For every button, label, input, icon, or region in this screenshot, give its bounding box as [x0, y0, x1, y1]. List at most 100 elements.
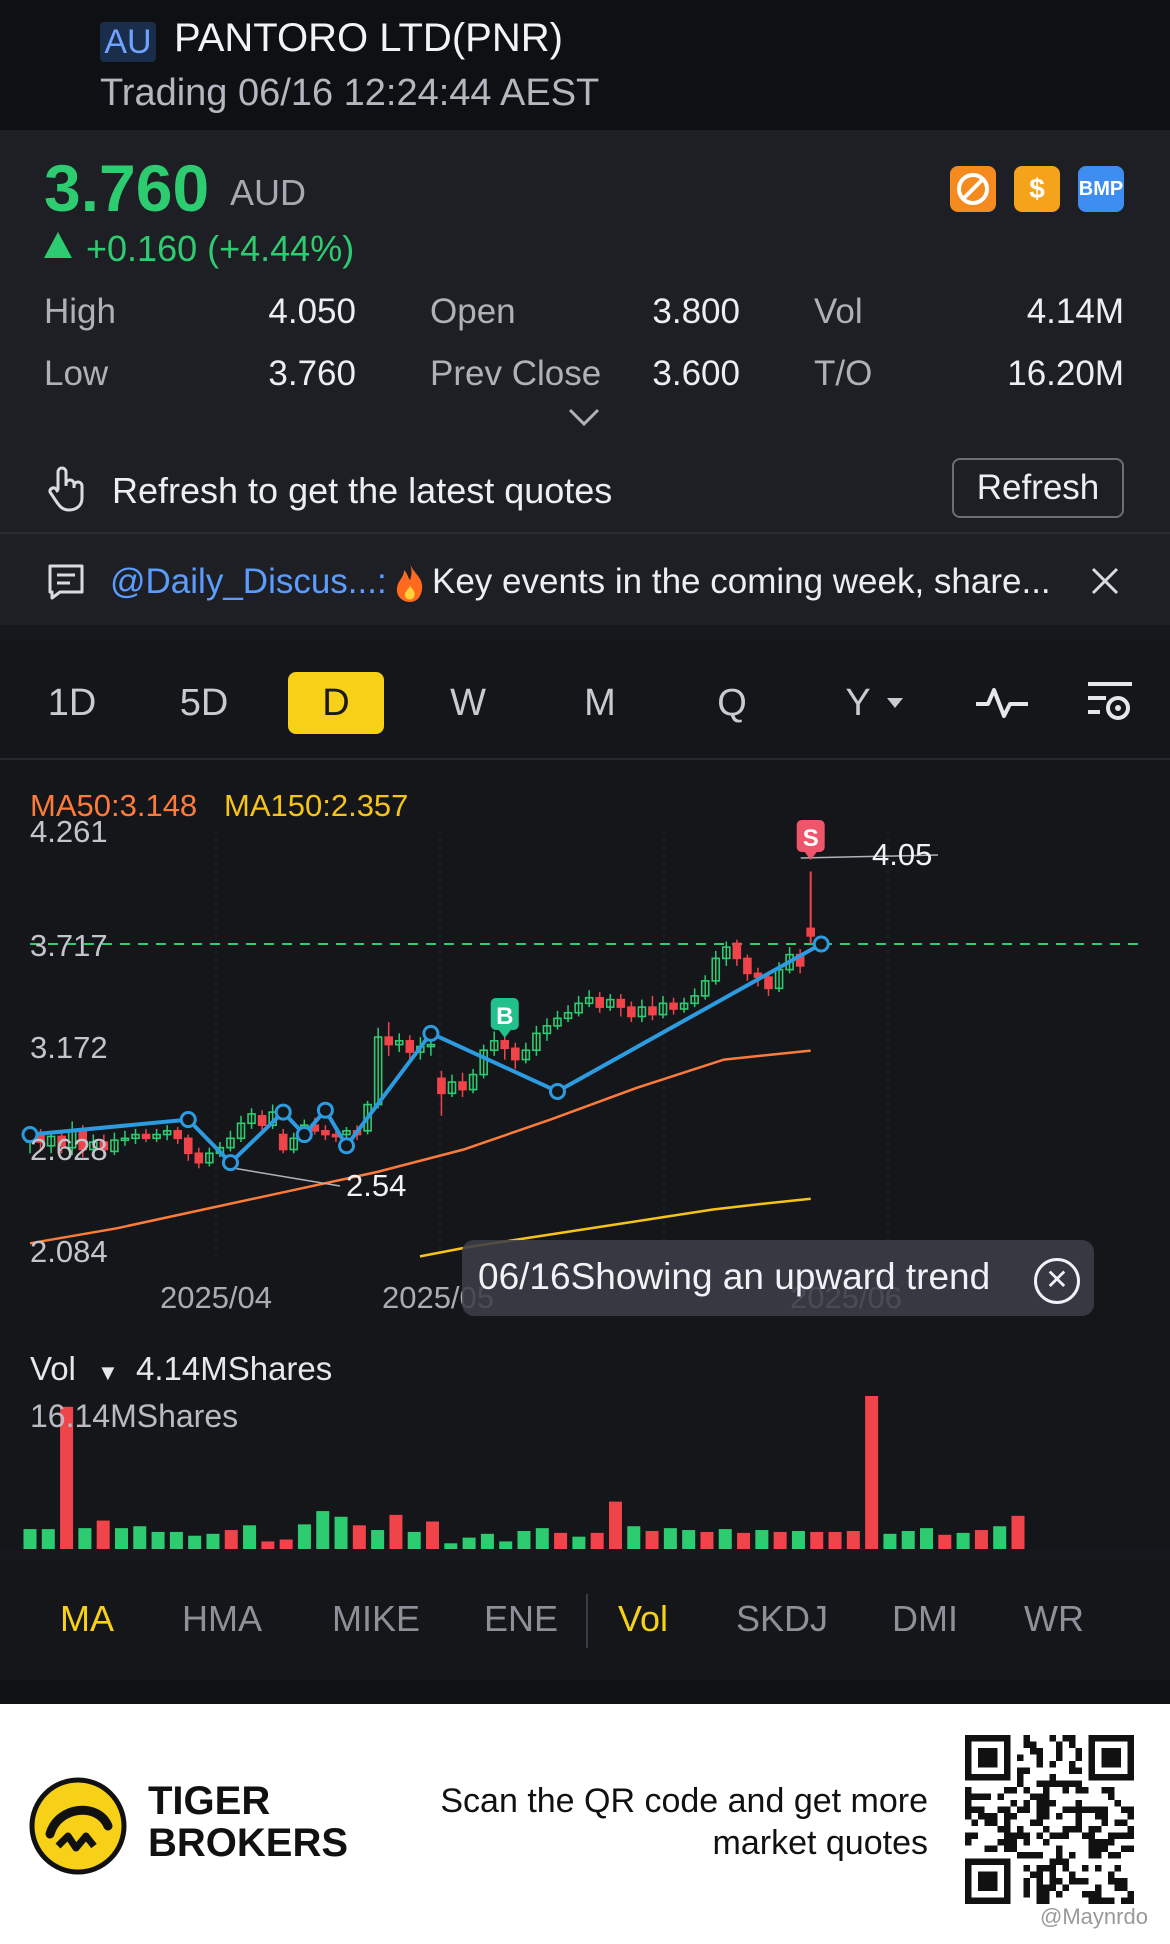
tab-5d[interactable]: 5D	[179, 682, 229, 724]
candle[interactable]	[468, 1068, 478, 1094]
candle[interactable]	[553, 1010, 562, 1030]
candle[interactable]	[236, 1115, 246, 1143]
candle[interactable]	[542, 1018, 552, 1041]
candle[interactable]	[658, 995, 668, 1019]
buy-marker[interactable]: B	[490, 998, 519, 1038]
indicator-tab-mike[interactable]: MIKE	[332, 1598, 421, 1639]
candle[interactable]	[510, 1042, 520, 1069]
currency-label: AUD	[230, 172, 307, 213]
candle[interactable]	[194, 1147, 204, 1169]
discussion-mention-link[interactable]: @Daily_Discus...:	[110, 562, 387, 601]
candle[interactable]	[373, 1027, 383, 1109]
indicator-line-icon[interactable]	[974, 680, 1030, 729]
indicator-tab-vol[interactable]: Vol	[618, 1598, 669, 1639]
candle[interactable]	[700, 975, 710, 1000]
candle[interactable]	[384, 1022, 394, 1056]
candle[interactable]	[584, 990, 594, 1008]
indicator-tab-ene[interactable]: ENE	[484, 1598, 559, 1639]
tab-1d[interactable]: 1D	[47, 682, 97, 724]
candle[interactable]	[205, 1147, 214, 1167]
bmp-tag-icon[interactable]: BMP	[1078, 166, 1124, 212]
volume-bar	[791, 1530, 805, 1549]
discussion-text[interactable]: Key events in the coming week, share...	[432, 562, 1051, 601]
indicator-tab-hma[interactable]: HMA	[182, 1598, 262, 1639]
volume-panel[interactable]	[0, 1330, 1170, 1550]
volume-header[interactable]: Vol ▼ 4.14MShares	[30, 1350, 332, 1388]
indicator-tab-wr[interactable]: WR	[1024, 1598, 1084, 1639]
candle[interactable]	[437, 1070, 446, 1116]
tab-m[interactable]: M	[584, 682, 616, 724]
candle[interactable]	[690, 988, 699, 1008]
ma50-label: MA50:3.148	[30, 788, 197, 823]
candle[interactable]	[89, 1134, 98, 1154]
indicator-tab-dmi[interactable]: DMI	[892, 1598, 958, 1639]
candle[interactable]	[131, 1128, 140, 1144]
volume-bar	[663, 1528, 677, 1549]
volume-bar	[261, 1541, 275, 1549]
candle[interactable]	[458, 1072, 467, 1098]
candle[interactable]	[321, 1125, 330, 1141]
tab-q[interactable]: Q	[717, 682, 747, 724]
price-chart[interactable]: 4.2613.7173.1722.6282.0842025/042025/052…	[0, 760, 1170, 1330]
scan-prompt: Scan the QR code and get more market quo…	[400, 1780, 928, 1864]
candle[interactable]	[605, 993, 615, 1011]
candle[interactable]	[173, 1127, 182, 1144]
candle[interactable]	[732, 939, 742, 966]
chart-settings-icon[interactable]	[1084, 678, 1136, 731]
quote-panel	[0, 130, 1170, 625]
no-short-icon[interactable]	[950, 166, 996, 212]
candle[interactable]	[532, 1025, 541, 1056]
close-icon[interactable]	[1088, 564, 1122, 603]
candle[interactable]	[99, 1134, 109, 1154]
candle[interactable]	[479, 1044, 488, 1079]
candle[interactable]	[648, 995, 657, 1021]
trend-tooltip[interactable]	[462, 1240, 1094, 1316]
prev-close-label: Prev Close	[430, 354, 602, 393]
candle[interactable]	[595, 992, 605, 1013]
qr-code-icon[interactable]	[964, 1734, 1136, 1911]
refresh-button[interactable]: Refresh	[952, 458, 1124, 518]
candle[interactable]	[162, 1125, 172, 1141]
trend-close-icon[interactable]: ✕	[1034, 1258, 1080, 1304]
indicator-tab-skdj[interactable]: SKDJ	[736, 1598, 829, 1639]
volume-bar	[206, 1533, 220, 1549]
candle[interactable]	[627, 1001, 636, 1023]
candle[interactable]	[247, 1108, 256, 1129]
candle[interactable]	[500, 1037, 510, 1060]
candle[interactable]	[120, 1130, 130, 1146]
candle[interactable]	[57, 1130, 66, 1154]
candle[interactable]	[152, 1128, 161, 1143]
trend-point	[295, 1126, 313, 1144]
candle[interactable]	[669, 997, 678, 1015]
candle[interactable]	[679, 997, 689, 1013]
tab-y[interactable]: Y	[845, 682, 871, 724]
candle[interactable]	[394, 1033, 404, 1053]
candle[interactable]	[447, 1074, 457, 1098]
candle[interactable]	[257, 1110, 267, 1131]
turnover-value: 16.20M	[1007, 354, 1124, 393]
dropdown-caret-icon[interactable]	[886, 696, 904, 714]
candle[interactable]	[637, 999, 647, 1023]
candle[interactable]	[574, 995, 583, 1017]
candle[interactable]	[226, 1130, 235, 1152]
candle[interactable]	[141, 1128, 151, 1143]
candle[interactable]	[489, 1031, 499, 1056]
candle[interactable]	[110, 1132, 119, 1156]
candle[interactable]	[563, 1005, 573, 1023]
dollar-tag-icon[interactable]: $	[1014, 166, 1060, 212]
candle[interactable]	[764, 973, 773, 996]
indicator-tab-ma[interactable]: MA	[60, 1598, 114, 1639]
sell-marker[interactable]: S	[796, 820, 825, 860]
candle[interactable]	[289, 1132, 299, 1154]
expand-chevron-icon[interactable]	[566, 406, 602, 435]
candle[interactable]	[743, 954, 752, 981]
candle[interactable]	[278, 1128, 288, 1154]
tab-d[interactable]: D	[288, 672, 384, 734]
candle[interactable]	[616, 993, 626, 1017]
candle[interactable]	[711, 950, 721, 985]
candle[interactable]	[521, 1042, 531, 1064]
y-tick-label: 4.261	[30, 814, 108, 849]
tab-w[interactable]: W	[450, 682, 486, 724]
candle[interactable]	[183, 1134, 193, 1161]
candle[interactable]	[721, 941, 731, 966]
